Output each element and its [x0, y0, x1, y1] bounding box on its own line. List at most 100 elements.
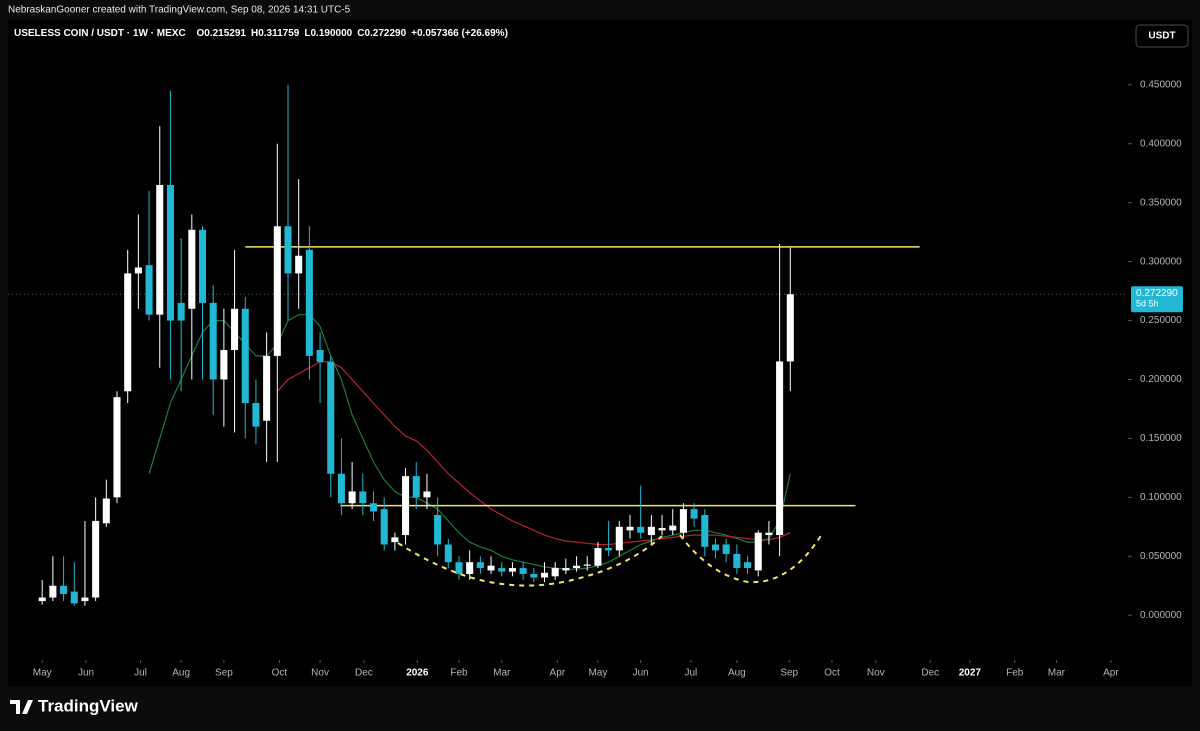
x-tick-label: Dec — [355, 668, 373, 679]
candle-body — [487, 565, 495, 571]
candle-body — [444, 544, 452, 563]
currency-button[interactable] — [1135, 24, 1189, 48]
candle-body — [92, 520, 100, 598]
x-tick-label: Sep — [780, 668, 798, 679]
brand: TradingView — [38, 696, 139, 715]
candle-body — [573, 565, 581, 569]
candle-body — [498, 568, 506, 572]
candle-body — [220, 350, 228, 380]
x-tick-label: Nov — [867, 668, 885, 679]
candle-body — [402, 476, 410, 536]
candle-body — [359, 491, 367, 504]
candle-body — [166, 185, 174, 321]
x-tick-label: Feb — [1006, 668, 1024, 679]
candle-body — [583, 564, 591, 566]
x-tick-label: Mar — [493, 668, 511, 679]
candle-body — [156, 185, 164, 315]
x-tick-label: Aug — [172, 668, 190, 679]
countdown: 5d 5h — [1136, 299, 1159, 309]
x-tick-label: 2027 — [959, 668, 982, 679]
candle-body — [647, 526, 655, 536]
candle-body — [711, 544, 720, 551]
candle-body — [562, 568, 570, 571]
candle-body — [327, 361, 335, 474]
x-tick-label: Oct — [824, 668, 840, 679]
x-tick-label: Aug — [728, 668, 746, 679]
candle-body — [786, 294, 794, 362]
candle-body — [391, 537, 399, 543]
candle-body — [466, 562, 474, 574]
candle-body — [765, 532, 773, 536]
legend-value: 0.190000 — [310, 28, 352, 39]
candle-body — [145, 265, 153, 315]
x-tick-label: May — [588, 668, 607, 679]
candle-body — [348, 491, 356, 504]
candle-body — [113, 397, 121, 498]
y-tick-label: 0.300000 — [1140, 256, 1182, 267]
candle-body — [81, 597, 89, 602]
legend-value: 0.215291 — [204, 28, 246, 39]
candle-body — [508, 568, 516, 572]
candle-body — [434, 515, 442, 545]
cup-curve — [679, 533, 823, 584]
y-tick-label: 0.400000 — [1140, 138, 1182, 149]
currency-label[interactable]: USDT — [1148, 31, 1175, 42]
candle-body — [305, 249, 313, 356]
y-tick-label: 0.100000 — [1140, 492, 1182, 503]
candle-body — [198, 229, 207, 303]
legend-key: H — [251, 28, 258, 39]
candle-body — [273, 226, 281, 356]
candle-body — [679, 509, 687, 533]
candle-body — [70, 591, 78, 604]
last-price-tag — [1131, 286, 1183, 313]
candle-body — [605, 548, 613, 551]
y-tick-label: 0.200000 — [1140, 374, 1182, 385]
x-tick-label: Oct — [272, 668, 288, 679]
candle-body — [476, 562, 484, 569]
time-axis — [8, 660, 1192, 686]
candle-body — [637, 526, 645, 533]
candle-body — [316, 350, 324, 362]
candle-body — [60, 585, 68, 594]
candle-body — [754, 532, 762, 571]
candle-body — [626, 526, 634, 531]
candle-body — [241, 308, 249, 404]
x-tick-label: Jun — [78, 668, 94, 679]
legend-value: 0.272290 — [364, 28, 406, 39]
plot-area — [8, 20, 1128, 660]
y-tick-label: 0.050000 — [1140, 551, 1182, 562]
candle-body — [540, 572, 549, 578]
x-tick-label: 2026 — [406, 668, 429, 679]
candle-body — [776, 361, 784, 536]
candle-body — [455, 562, 463, 574]
x-tick-label: Jul — [134, 668, 147, 679]
candle-body — [124, 273, 132, 392]
candle-body — [412, 476, 420, 498]
x-tick-label: Sep — [215, 668, 233, 679]
x-tick-label: May — [33, 668, 52, 679]
legend-key: C — [357, 28, 364, 39]
candle-body — [551, 568, 559, 577]
candle-body — [369, 503, 378, 512]
candle-body — [263, 355, 271, 421]
candle-body — [102, 498, 110, 524]
candle-body — [615, 526, 623, 551]
candle-body — [733, 553, 741, 569]
y-tick-label: 0.150000 — [1140, 433, 1182, 444]
candle-body — [423, 491, 431, 498]
candle-body — [658, 527, 666, 531]
x-tick-label: Mar — [1048, 668, 1066, 679]
legend-key: O — [196, 28, 204, 39]
legend-change: +0.057366 (+26.69%) — [411, 28, 508, 39]
legend: USELESS COIN / USDT · 1W · MEXC O0.21529… — [14, 28, 508, 39]
cup-curve — [397, 535, 663, 587]
candle-body — [337, 473, 345, 504]
candle-body — [231, 308, 239, 351]
logo — [10, 700, 33, 714]
x-tick-label: Dec — [921, 668, 939, 679]
candle-body — [188, 229, 196, 309]
candle-body — [701, 515, 709, 547]
x-tick-label: Nov — [311, 668, 329, 679]
legend-key: L — [304, 28, 310, 39]
